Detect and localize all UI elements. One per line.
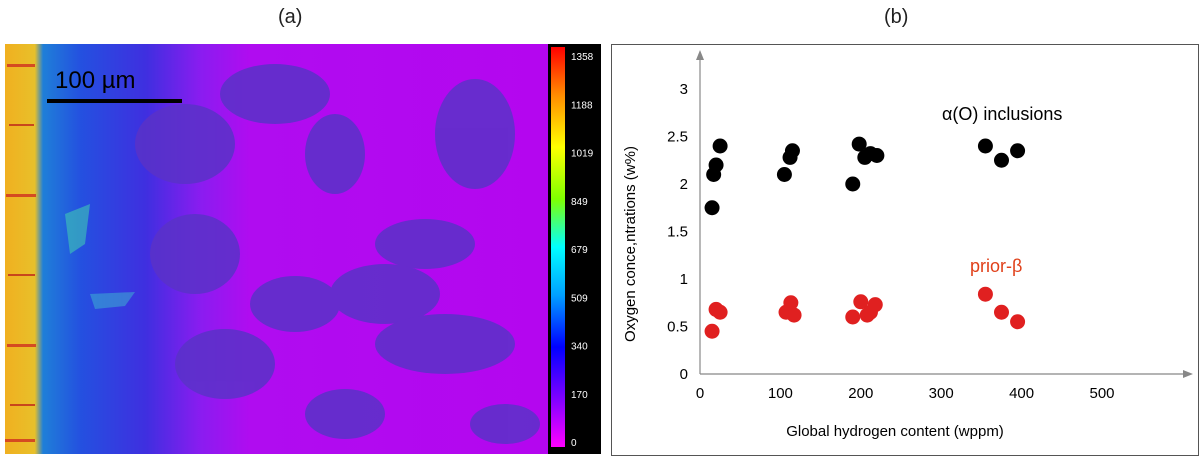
x-tick-label: 300: [929, 385, 954, 402]
prior-beta-point: [786, 307, 802, 323]
panel-b-label: (b): [884, 6, 909, 28]
x-axis-arrow: [1183, 370, 1193, 378]
prior-beta-point: [867, 297, 883, 313]
panel-a-label: (a): [278, 6, 303, 28]
prior-beta-point: [977, 286, 993, 302]
data-points: [704, 136, 1026, 339]
y-tick-label: 1.5: [667, 224, 688, 241]
alpha-inclusion-point: [704, 200, 720, 216]
colorbar-tick-label: 679: [571, 245, 588, 256]
colorbar: [551, 47, 565, 447]
alpha-inclusion-point: [708, 157, 724, 173]
x-tick-labels: 0 100 200 300 400 500: [696, 385, 1115, 402]
scatter-chart-panel: 0 100 200 300 400 500 0 0.5 1 1.5 2 2.5 3 α(O) incl…: [611, 44, 1199, 456]
scatter-chart: 0 100 200 300 400 500 0 0.5 1 1.5 2 2.5 3 α(O) incl…: [611, 44, 1199, 456]
prior-beta-point: [712, 304, 728, 320]
y-tick-label: 0.5: [667, 319, 688, 336]
y-tick-label: 2: [680, 176, 688, 193]
prior-beta-point: [845, 309, 861, 325]
scale-bar: [47, 99, 182, 103]
annotation-prior-beta: prior-β: [970, 256, 1022, 276]
colorbar-ticks: 1358 1188 1019 849 679 509 340 170 0: [571, 52, 594, 449]
alpha-inclusion-point: [784, 143, 800, 159]
y-tick-labels: 0 0.5 1 1.5 2 2.5 3: [667, 81, 688, 383]
y-tick-label: 2.5: [667, 129, 688, 146]
colorbar-tick-label: 509: [571, 293, 588, 304]
map-inclusions: [135, 64, 540, 444]
concentration-map-panel: 100 µm 1358 1188 1019 849 679 509 340 170 0: [5, 44, 601, 454]
annotation-alpha-inclusions: α(O) inclusions: [942, 104, 1062, 124]
prior-beta-point: [1010, 314, 1026, 330]
map-edge-texture: [5, 64, 135, 442]
alpha-inclusion-point: [776, 167, 792, 182]
x-tick-label: 200: [848, 385, 873, 402]
colorbar-tick-label: 170: [571, 390, 588, 401]
x-axis-label: Global hydrogen content (wppm): [786, 423, 1004, 440]
alpha-inclusion-point: [1010, 143, 1026, 159]
x-tick-label: 400: [1009, 385, 1034, 402]
concentration-map: 100 µm 1358 1188 1019 849 679 509 340 170 0: [5, 44, 601, 454]
x-tick-label: 100: [768, 385, 793, 402]
alpha-inclusion-point: [869, 148, 885, 163]
prior-beta-point: [994, 304, 1009, 320]
y-tick-label: 3: [680, 81, 688, 98]
scale-bar-label: 100 µm: [55, 67, 136, 94]
alpha-inclusion-point: [845, 176, 861, 192]
colorbar-tick-label: 1358: [571, 52, 594, 63]
colorbar-tick-label: 1019: [571, 149, 594, 160]
prior-beta-point: [704, 323, 720, 339]
alpha-inclusion-point: [712, 138, 728, 154]
alpha-inclusion-point: [994, 152, 1009, 168]
alpha-inclusion-point: [851, 136, 867, 152]
colorbar-tick-label: 1188: [571, 100, 593, 111]
colorbar-tick-label: 340: [571, 342, 588, 353]
alpha-inclusion-point: [977, 138, 993, 154]
y-tick-label: 1: [680, 271, 688, 288]
chart-frame: [611, 44, 1199, 456]
colorbar-tick-label: 849: [571, 197, 588, 208]
prior-beta-point: [783, 295, 799, 311]
y-axis-label: Oxygen conce,ntrations (w%): [622, 146, 639, 342]
x-tick-label: 500: [1089, 385, 1114, 402]
colorbar-tick-label: 0: [571, 438, 577, 449]
x-tick-label: 0: [696, 385, 704, 402]
y-tick-label: 0: [680, 366, 688, 383]
prior-beta-point: [853, 294, 869, 310]
y-axis-arrow: [696, 50, 704, 60]
